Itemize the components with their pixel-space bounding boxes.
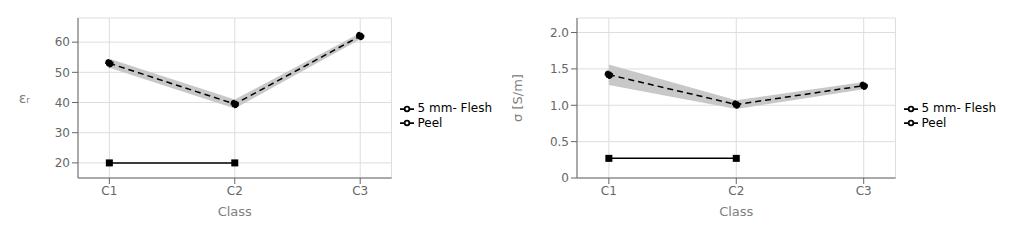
svg-text:C3: C3 xyxy=(352,184,368,198)
svg-text:C1: C1 xyxy=(601,184,617,198)
svg-text:C3: C3 xyxy=(856,184,872,198)
svg-text:40: 40 xyxy=(55,96,70,110)
svg-text:σ [S/m]: σ [S/m] xyxy=(512,74,525,122)
svg-text:0.5: 0.5 xyxy=(550,135,569,149)
svg-text:Class: Class xyxy=(218,204,252,219)
svg-text:30: 30 xyxy=(55,126,70,140)
svg-text:1.0: 1.0 xyxy=(550,99,569,113)
svg-text:C2: C2 xyxy=(728,184,744,198)
svg-text:C1: C1 xyxy=(101,184,117,198)
svg-text:20: 20 xyxy=(55,156,70,170)
html-text:Peel: Peel xyxy=(417,115,443,130)
svg-text:C2: C2 xyxy=(227,184,243,198)
svg-text:50: 50 xyxy=(55,66,70,80)
svg-text:1.5: 1.5 xyxy=(550,62,569,76)
svg-text:0: 0 xyxy=(561,171,569,185)
html-text:5 mm- Flesh: 5 mm- Flesh xyxy=(921,101,996,115)
svg-text:εᵣ: εᵣ xyxy=(19,90,31,106)
svg-text:Class: Class xyxy=(719,204,753,219)
html-text:Peel: Peel xyxy=(921,115,947,130)
svg-text:60: 60 xyxy=(55,35,70,49)
html-text:5 mm- Flesh: 5 mm- Flesh xyxy=(417,101,492,115)
svg-text:2.0: 2.0 xyxy=(550,26,569,40)
